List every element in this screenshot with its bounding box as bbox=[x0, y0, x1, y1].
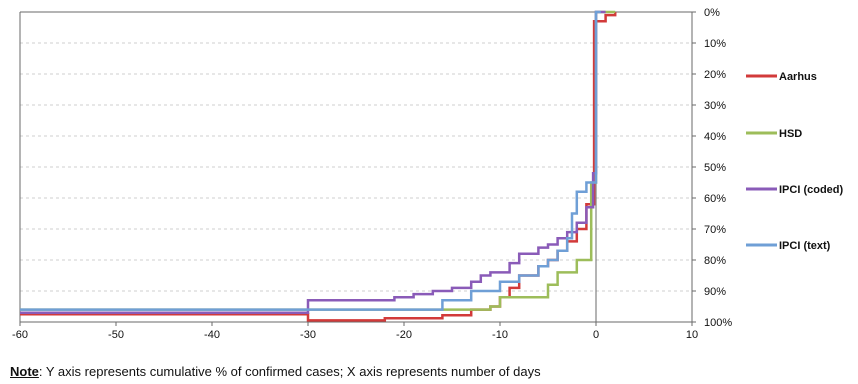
y-tick-label: 100% bbox=[704, 317, 732, 329]
y-tick-label: 70% bbox=[704, 224, 726, 236]
x-tick-label: 0 bbox=[593, 329, 599, 341]
series-line-ipci-text bbox=[20, 10, 601, 311]
x-tick-label: -50 bbox=[108, 329, 124, 341]
x-tick-label: -10 bbox=[492, 329, 508, 341]
x-tick-label: -30 bbox=[300, 329, 316, 341]
x-tick-label: -20 bbox=[396, 329, 412, 341]
y-tick-label: 0% bbox=[704, 7, 720, 19]
series-line-ipci-coded bbox=[20, 10, 606, 314]
y-tick-label: 60% bbox=[704, 193, 726, 205]
y-tick-label: 10% bbox=[704, 38, 726, 50]
x-tick-label: -60 bbox=[12, 329, 28, 341]
legend-label-ipci-text: IPCI (text) bbox=[779, 240, 831, 252]
legend-label-ipci-coded: IPCI (coded) bbox=[779, 184, 844, 196]
series-line-aarhus bbox=[20, 12, 617, 322]
y-tick-label: 30% bbox=[704, 100, 726, 112]
y-tick-label: 80% bbox=[704, 255, 726, 267]
legend-label-aarhus: Aarhus bbox=[779, 71, 817, 83]
y-tick-label: 40% bbox=[704, 131, 726, 143]
series-lines bbox=[20, 10, 617, 322]
y-tick-label: 90% bbox=[704, 286, 726, 298]
series-line-hsd bbox=[20, 10, 616, 311]
x-tick-label: 10 bbox=[686, 329, 698, 341]
x-tick-label: -40 bbox=[204, 329, 220, 341]
note-text: : Y axis represents cumulative % of conf… bbox=[38, 364, 541, 379]
footnote: Note: Y axis represents cumulative % of … bbox=[10, 364, 541, 379]
y-tick-label: 50% bbox=[704, 162, 726, 174]
axes: -60 -50 -40 -30 -20 -10 0 100%10%20%30%40%50%60… bbox=[12, 7, 732, 341]
note-label: Note bbox=[10, 364, 39, 379]
y-tick-label: 20% bbox=[704, 69, 726, 81]
legend-label-hsd: HSD bbox=[779, 128, 802, 140]
legend: Aarhus HSD IPCI (coded) IPCI (text) bbox=[746, 71, 844, 252]
